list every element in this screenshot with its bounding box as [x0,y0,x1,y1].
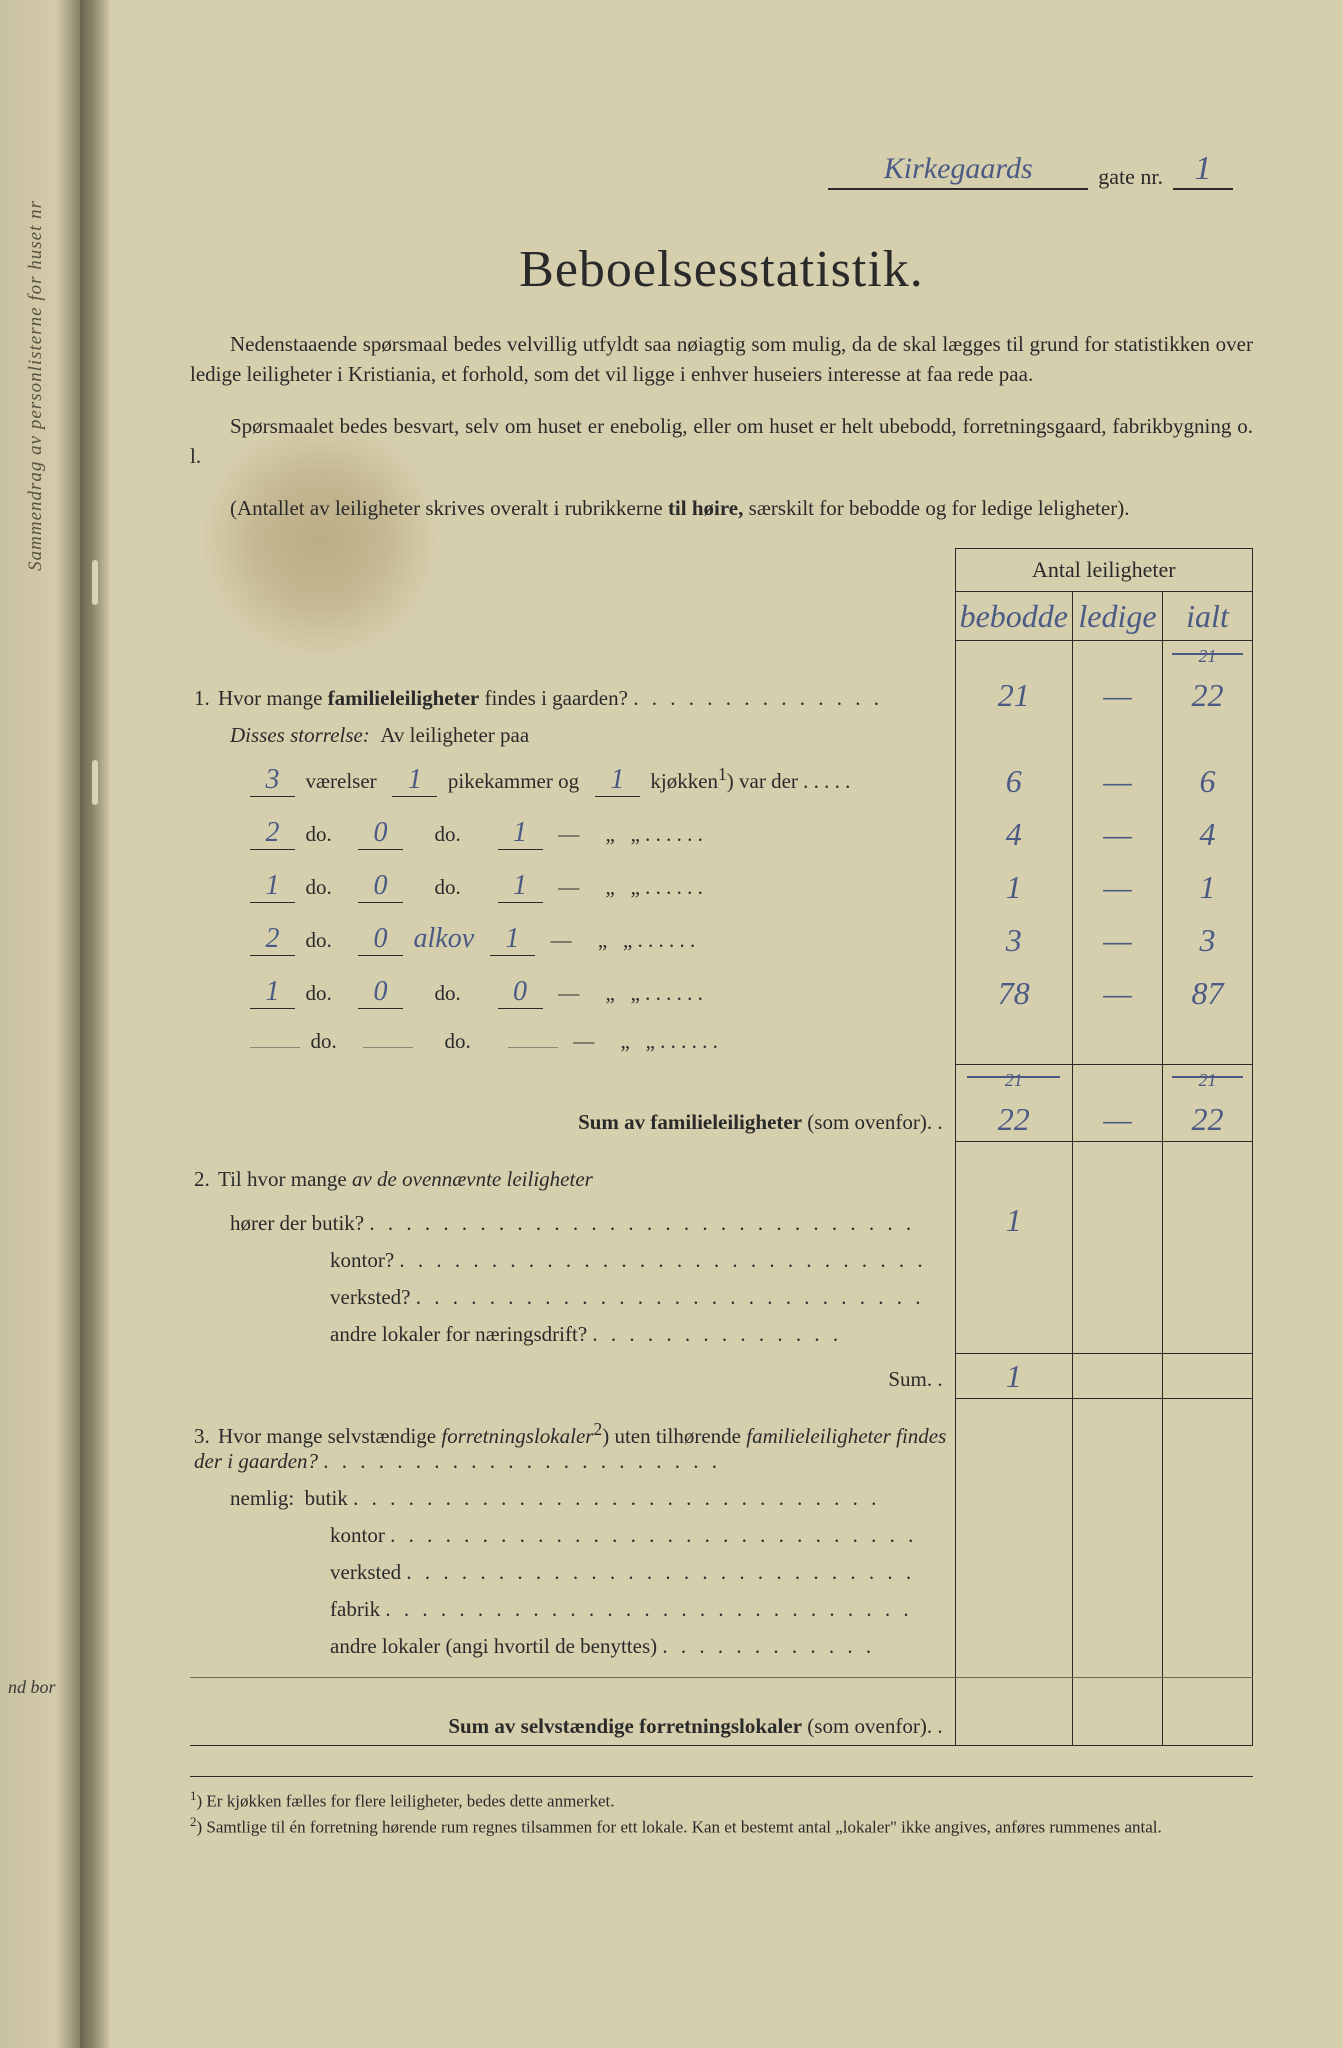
size-row-4: 2 do. 0 alkov 1 — „ „ . . . . . . 3 — 3 [190,913,1253,966]
size-row-5: 1 do. 0 do. 0 — „ „ . . . . . . 78 — 87 [190,966,1253,1019]
footnote-1: Er kjøkken fælles for flere leiligheter,… [206,1791,614,1810]
q2-butik: hører der butik? . . . . . . . . . . . .… [190,1198,1253,1242]
book-binding [80,0,110,2048]
q1-ledige[interactable]: — [1073,641,1163,718]
table-header-outer: Antal leiligheter [955,549,1252,592]
disses-label: Disses storrelse: [230,723,370,747]
q2-header: 2.Til hvor mange av de ovennævnte leilig… [190,1161,1253,1198]
q2-sum-row: Sum. . 1 [190,1353,1253,1398]
q3-sum-row: Sum av selvstændige forretningslokaler (… [190,1708,1253,1746]
q1-sum-ialt[interactable]: 2122 [1163,1064,1253,1141]
left-page-vertical-text: Sammendrag av personlisterne for huset n… [25,200,47,571]
intro-paragraph-2: Spørsmaalet bedes besvart, selv om huset… [190,411,1253,472]
previous-page-edge: Sammendrag av personlisterne for huset n… [0,0,80,2048]
q1-bebodde[interactable]: 21 [955,641,1072,718]
col-bebodde: bebodde [955,592,1072,641]
street-name-field[interactable]: Kirkegaards [828,152,1088,190]
stitch-mark [92,560,98,605]
q3-andre: andre lokaler (angi hvortil de benyttes)… [190,1628,1253,1665]
size-row-blank: do. do. — „ „ . . . . . . [190,1019,1253,1064]
size-row-3: 1 do. 0 do. 1 — „ „ . . . . . . 1 — 1 [190,860,1253,913]
q3-butik: nemlig: butik . . . . . . . . . . . . . … [190,1480,1253,1517]
q1-sum-bebodde[interactable]: 2122 [955,1064,1072,1141]
q3-verksted: verksted . . . . . . . . . . . . . . . .… [190,1554,1253,1591]
page-title: Beboelsesstatistik. [190,240,1253,299]
q2-sum-val[interactable]: 1 [955,1353,1072,1398]
size-row-1: 3 værelser 1 pikekammer og 1 kjøkken1) v… [190,754,1253,807]
form-page: Kirkegaards gate nr. 1 Beboelsesstatisti… [110,0,1343,2048]
col-ialt: ialt [1163,592,1253,641]
q2-kontor: kontor? . . . . . . . . . . . . . . . . … [190,1242,1253,1279]
q1-sum-ledige[interactable]: — [1073,1064,1163,1141]
address-header: Kirkegaards gate nr. 1 [828,150,1233,190]
footnote-2: Samtlige til én forretning hørende rum r… [206,1818,1161,1837]
q2-butik-val[interactable]: 1 [955,1198,1072,1242]
house-number-field[interactable]: 1 [1173,150,1233,190]
stitch-mark [92,760,98,805]
q1-sum-row: Sum av familieleiligheter (som ovenfor).… [190,1064,1253,1141]
col-ledige: ledige [1073,592,1163,641]
statistics-table: Antal leiligheter bebodde ledige ialt 1.… [190,548,1253,1746]
q1-ialt[interactable]: 2122 [1163,641,1253,718]
q3-header: 3.Hvor mange selvstændige forretningslok… [190,1413,1253,1480]
q2-andre: andre lokaler for næringsdrift? . . . . … [190,1316,1253,1353]
q2-verksted: verksted? . . . . . . . . . . . . . . . … [190,1279,1253,1316]
footnotes: 1) Er kjøkken fælles for flere leilighet… [190,1776,1253,1840]
left-page-fragment: nd bor [8,1677,56,1698]
size-row-2: 2 do. 0 do. 1 — „ „ . . . . . . 4 — 4 [190,807,1253,860]
gate-nr-label: gate nr. [1098,164,1163,190]
intro-paragraph-3: (Antallet av leiligheter skrives overalt… [190,493,1253,523]
intro-paragraph-1: Nedenstaaende spørsmaal bedes velvillig … [190,329,1253,390]
q3-kontor: kontor . . . . . . . . . . . . . . . . .… [190,1517,1253,1554]
q1-row: 1.Hvor mange familieleiligheter findes i… [190,641,1253,718]
q3-fabrik: fabrik . . . . . . . . . . . . . . . . .… [190,1591,1253,1628]
